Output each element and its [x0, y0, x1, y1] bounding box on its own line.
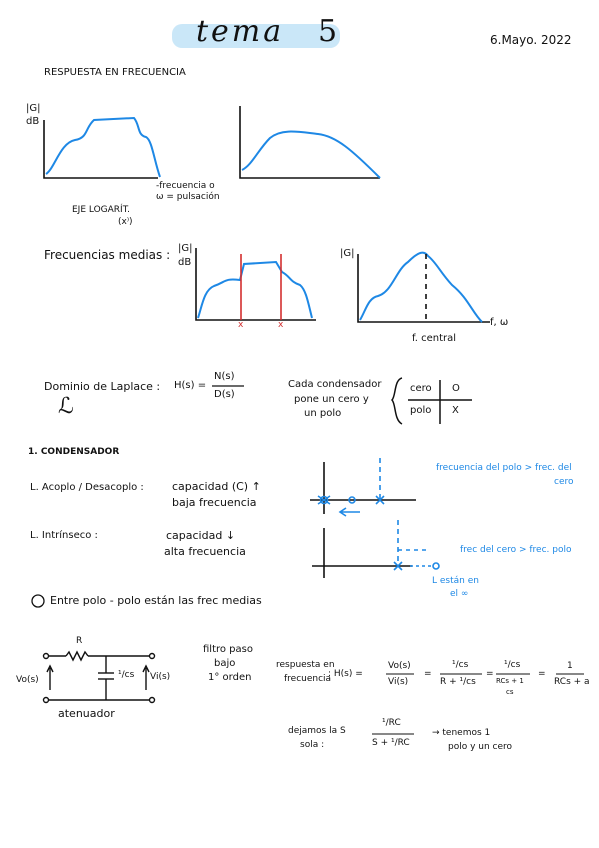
- eq-2: =: [486, 669, 494, 679]
- intrinseco-label: L. Intrínseco :: [30, 530, 98, 541]
- axis-db-1: dB: [26, 116, 40, 127]
- page-title: tema: [196, 14, 285, 49]
- g1-num: ¹/RC: [382, 718, 401, 728]
- estan-label: L están en: [432, 576, 479, 586]
- freq-label-2: ω = pulsación: [156, 192, 220, 202]
- cap-text-2: pone un cero y: [294, 394, 369, 405]
- title-highlight: [172, 24, 340, 48]
- table-polo: polo: [410, 405, 432, 416]
- tenemos-1: → tenemos 1: [432, 728, 491, 738]
- response-curves: [45, 116, 483, 323]
- f3-den: RCs + 1: [496, 677, 524, 685]
- cap-label: ¹/cs: [118, 670, 135, 680]
- freq-label-1: -frecuencia o: [156, 181, 215, 191]
- axis-g-3: |G|: [340, 248, 355, 259]
- infinito-label: el ∞: [450, 589, 469, 599]
- filtro-1: filtro paso: [203, 644, 253, 655]
- axis-g-1: |G|: [26, 103, 41, 114]
- graph1-axes: [43, 106, 490, 323]
- frec-medias-markers: [240, 254, 282, 320]
- page-number: 5: [318, 14, 341, 49]
- tenemos-2: polo y un cero: [448, 742, 513, 752]
- f1-num: Vo(s): [388, 661, 411, 671]
- table-x: X: [452, 405, 459, 416]
- section-heading-condensador: 1. CONDENSADOR: [28, 447, 120, 457]
- acoplo-desc-2: baja frecuencia: [172, 496, 257, 509]
- section-heading-respuesta: RESPUESTA EN FRECUENCIA: [44, 67, 186, 78]
- f2-den: R + ¹/cs: [440, 677, 476, 687]
- h-num: N(s): [214, 371, 235, 382]
- frecuencias-medias-label: Frecuencias medias :: [44, 248, 171, 262]
- table-o: O: [452, 383, 460, 394]
- pz-plot-2: [312, 528, 412, 578]
- cap-text-3: un polo: [304, 408, 342, 419]
- eje-label: EJE LOGARÍT.: [72, 205, 130, 215]
- bullet-circle: [31, 594, 45, 608]
- resistor-label: R: [76, 636, 83, 646]
- axis-db-2: dB: [178, 257, 192, 268]
- f3-den-den: cs: [506, 688, 514, 696]
- f3-num: ¹/cs: [504, 660, 521, 670]
- atenuador-label: atenuador: [58, 707, 115, 720]
- eq-3: =: [538, 669, 546, 679]
- h-transfer: : H(s) =: [328, 669, 363, 679]
- h-den: D(s): [214, 389, 235, 400]
- resp-2: frecuencia: [284, 674, 332, 684]
- filtro-3: 1° orden: [208, 672, 252, 683]
- f2-num: ¹/cs: [452, 660, 469, 670]
- filtro-2: bajo: [214, 658, 236, 669]
- date: 6.Mayo. 2022: [490, 33, 572, 47]
- dejamos-1: dejamos la S: [288, 726, 346, 736]
- rc-circuit: [42, 650, 156, 704]
- acoplo-desc-1: capacidad (C) ↑: [172, 480, 261, 493]
- h-s-label: H(s) =: [174, 380, 207, 391]
- f4-num: 1: [567, 661, 573, 671]
- laplace-table: [390, 377, 472, 425]
- acoplo-label: L. Acoplo / Desacoplo :: [30, 482, 144, 493]
- dominio-laplace-label: Dominio de Laplace :: [44, 380, 161, 393]
- f4-den: RCs + a: [554, 677, 590, 687]
- pz-plot-1: [310, 462, 416, 514]
- vo-label: Vo(s): [16, 675, 39, 685]
- laplace-symbol: ℒ: [58, 394, 74, 419]
- eje-label-2: (x⁾): [118, 217, 133, 227]
- dejamos-2: sola :: [300, 740, 325, 750]
- mark-x-2: x: [278, 320, 284, 330]
- intr-desc-1: capacidad ↓: [166, 529, 236, 542]
- f1-den: Vi(s): [388, 677, 409, 687]
- note-cero-polo: frec del cero > frec. polo: [460, 545, 572, 555]
- resp-1: respuesta en: [276, 660, 335, 670]
- f-central-label: f. central: [412, 333, 457, 344]
- cap-text-1: Cada condensador: [288, 379, 382, 390]
- axis-fw: f, ω: [490, 317, 509, 328]
- mark-x-1: x: [238, 320, 244, 330]
- table-cero: cero: [410, 383, 432, 394]
- eq-1: =: [424, 669, 432, 679]
- g1-den: S + ¹/RC: [372, 738, 410, 748]
- note-polo-cero: frecuencia del polo > frec. del: [436, 463, 572, 473]
- polo-polo-text: Entre polo - polo están las frec medias: [50, 594, 262, 607]
- note-cero: cero: [554, 477, 574, 487]
- axis-g-2: |G|: [178, 243, 193, 254]
- vi-label: Vi(s): [150, 672, 171, 682]
- intr-desc-2: alta frecuencia: [164, 545, 246, 558]
